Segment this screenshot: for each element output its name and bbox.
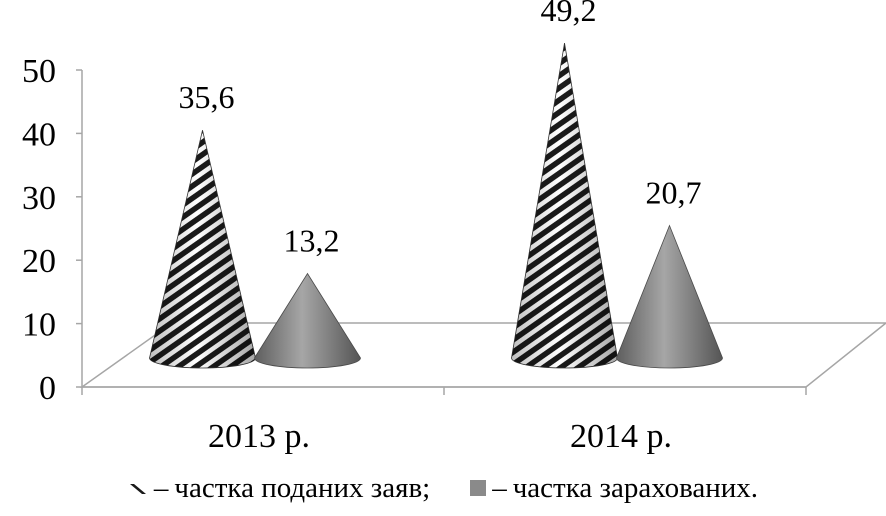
value-label: 20,7: [645, 175, 701, 211]
cone-chart: 0 10 20 30 40 50 2013 р. 2014 р. 35,6 49,2 13,2 2…: [22, 0, 886, 455]
value-label: 35,6: [179, 79, 235, 115]
y-tick-label: 30: [22, 180, 56, 217]
y-tick-label: 50: [22, 53, 56, 90]
value-labels: 35,6 49,2 13,2 20,7: [179, 0, 702, 259]
legend-label-applications: частка поданих заяв;: [174, 471, 431, 504]
x-tick-label: 2013 р.: [208, 418, 310, 455]
legend-item-applications: – частка поданих заяв;: [128, 472, 430, 505]
cone-shade: [149, 130, 256, 368]
y-axis-ticks: 0 10 20 30 40 50: [22, 53, 82, 407]
cone-shade: [511, 43, 618, 369]
cones: [149, 43, 723, 369]
legend-swatch-enrolled: [470, 480, 487, 496]
legend-item-enrolled: – частка зарахованих.: [470, 472, 758, 505]
y-tick-label: 40: [22, 116, 56, 153]
x-axis: 2013 р. 2014 р.: [81, 386, 807, 455]
y-tick-label: 10: [22, 307, 56, 344]
legend-label-enrolled: частка зарахованих.: [512, 471, 759, 504]
value-label: 13,2: [283, 223, 339, 259]
legend: – частка поданих заяв; – частка зарахова…: [0, 468, 886, 508]
cone-enrolled: [254, 272, 361, 369]
y-tick-label: 20: [22, 243, 56, 280]
value-label: 49,2: [541, 0, 597, 28]
legend-dash: –: [153, 471, 169, 504]
legend-dash: –: [492, 471, 507, 504]
legend-swatch-applications: [128, 478, 148, 498]
cone-enrolled: [616, 224, 723, 369]
y-tick-label: 0: [39, 370, 56, 407]
x-tick-label: 2014 р.: [570, 418, 672, 455]
